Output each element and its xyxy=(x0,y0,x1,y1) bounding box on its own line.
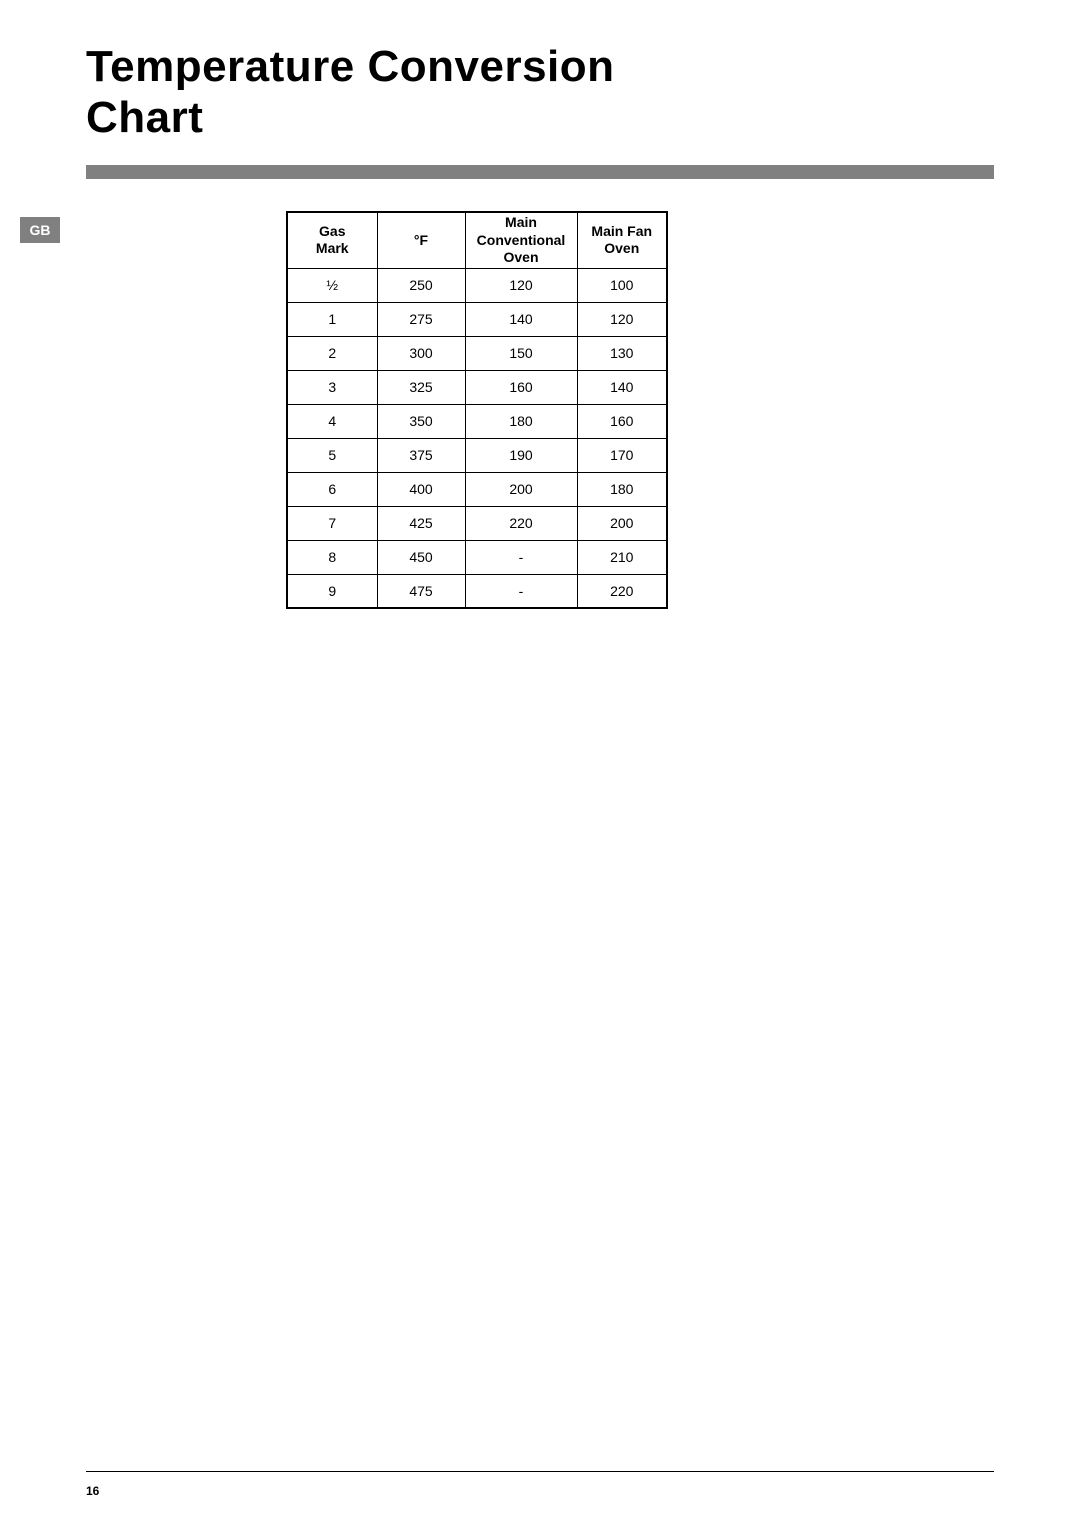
table-row: 2 300 150 130 xyxy=(287,336,667,370)
table-row: 4 350 180 160 xyxy=(287,404,667,438)
table-row: 5 375 190 170 xyxy=(287,438,667,472)
page-number: 16 xyxy=(86,1484,99,1498)
page-title: Temperature Conversion Chart xyxy=(86,42,994,143)
cell: 140 xyxy=(577,370,667,404)
cell: 120 xyxy=(577,302,667,336)
cell: 120 xyxy=(465,268,577,302)
cell: 140 xyxy=(465,302,577,336)
cell: - xyxy=(465,574,577,608)
cell: 160 xyxy=(465,370,577,404)
table-row: 1 275 140 120 xyxy=(287,302,667,336)
language-tab: GB xyxy=(20,217,60,243)
cell: 210 xyxy=(577,540,667,574)
title-line-2: Chart xyxy=(86,93,203,142)
cell: 4 xyxy=(287,404,377,438)
cell: 475 xyxy=(377,574,465,608)
cell: 2 xyxy=(287,336,377,370)
table-row: 9 475 - 220 xyxy=(287,574,667,608)
cell: 200 xyxy=(465,472,577,506)
page: Temperature Conversion Chart GB GasMark … xyxy=(0,0,1080,1528)
table-row: 6 400 200 180 xyxy=(287,472,667,506)
table-row: 8 450 - 210 xyxy=(287,540,667,574)
col-header-fan: Main FanOven xyxy=(577,212,667,268)
cell: 190 xyxy=(465,438,577,472)
cell: 5 xyxy=(287,438,377,472)
cell: 150 xyxy=(465,336,577,370)
cell: 1 xyxy=(287,302,377,336)
cell: 350 xyxy=(377,404,465,438)
table-body: ½ 250 120 100 1 275 140 120 2 300 1 5 xyxy=(287,268,667,608)
cell: 6 xyxy=(287,472,377,506)
cell: ½ xyxy=(287,268,377,302)
cell: 3 xyxy=(287,370,377,404)
table-header-row: GasMark °F MainConventionalOven Main Fan… xyxy=(287,212,667,268)
footer-rule xyxy=(86,1471,994,1472)
cell: 325 xyxy=(377,370,465,404)
cell: 250 xyxy=(377,268,465,302)
title-line-1: Temperature Conversion xyxy=(86,42,615,91)
col-header-fahrenheit: °F xyxy=(377,212,465,268)
col-header-conventional: MainConventionalOven xyxy=(465,212,577,268)
cell: 7 xyxy=(287,506,377,540)
conversion-table: GasMark °F MainConventionalOven Main Fan… xyxy=(286,211,668,609)
table-row: 7 425 220 200 xyxy=(287,506,667,540)
cell: 220 xyxy=(465,506,577,540)
cell: 220 xyxy=(577,574,667,608)
cell: 130 xyxy=(577,336,667,370)
cell: 100 xyxy=(577,268,667,302)
cell: 8 xyxy=(287,540,377,574)
cell: 400 xyxy=(377,472,465,506)
conversion-table-wrap: GasMark °F MainConventionalOven Main Fan… xyxy=(286,211,668,609)
table-row: ½ 250 120 100 xyxy=(287,268,667,302)
cell: 300 xyxy=(377,336,465,370)
cell: 275 xyxy=(377,302,465,336)
cell: 160 xyxy=(577,404,667,438)
cell: 425 xyxy=(377,506,465,540)
table-row: 3 325 160 140 xyxy=(287,370,667,404)
cell: 200 xyxy=(577,506,667,540)
horizontal-rule xyxy=(86,165,994,179)
cell: 180 xyxy=(465,404,577,438)
cell: 170 xyxy=(577,438,667,472)
cell: 450 xyxy=(377,540,465,574)
cell: 180 xyxy=(577,472,667,506)
cell: 375 xyxy=(377,438,465,472)
col-header-gas-mark: GasMark xyxy=(287,212,377,268)
table-head: GasMark °F MainConventionalOven Main Fan… xyxy=(287,212,667,268)
cell: 9 xyxy=(287,574,377,608)
cell: - xyxy=(465,540,577,574)
content-row: GB GasMark °F MainConventionalOven Main … xyxy=(86,211,994,609)
